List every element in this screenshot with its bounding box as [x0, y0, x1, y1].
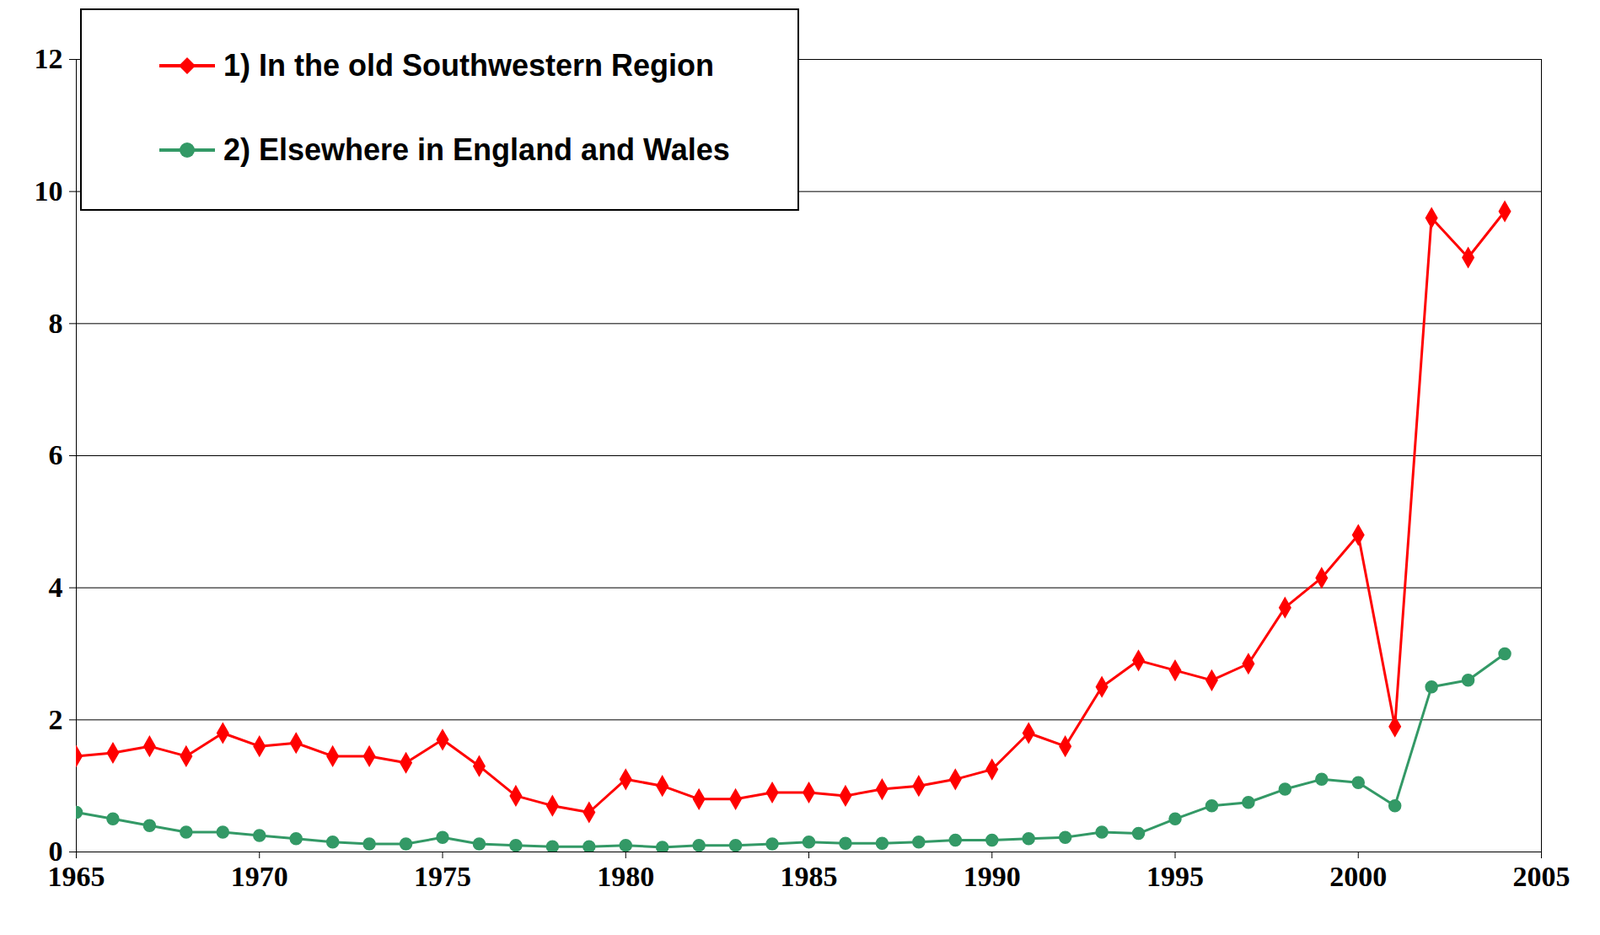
html-text:2) Elsewhere in England and Wa: 2) Elsewhere in England and Wales	[223, 132, 730, 167]
svg-text:0: 0	[48, 835, 63, 867]
svg-text:12: 12	[34, 42, 64, 75]
svg-text:2000: 2000	[1329, 860, 1387, 892]
svg-text:1990: 1990	[963, 860, 1021, 892]
html-text:1) In the old Southwestern Reg: 1) In the old Southwestern Region	[223, 48, 715, 83]
svg-text:1985: 1985	[780, 860, 838, 892]
svg-text:2: 2	[48, 703, 64, 736]
svg-text:8: 8	[48, 307, 64, 339]
svg-text:1980: 1980	[596, 860, 655, 892]
svg-text:1970: 1970	[230, 860, 289, 892]
svg-text:1965: 1965	[48, 860, 106, 892]
svg-text:1995: 1995	[1146, 860, 1204, 892]
svg-text:10: 10	[34, 175, 64, 207]
svg-text:2005: 2005	[1513, 860, 1571, 892]
svg-text:6: 6	[48, 439, 64, 471]
svg-text:1975: 1975	[413, 860, 472, 892]
svg-text:4: 4	[48, 571, 64, 603]
